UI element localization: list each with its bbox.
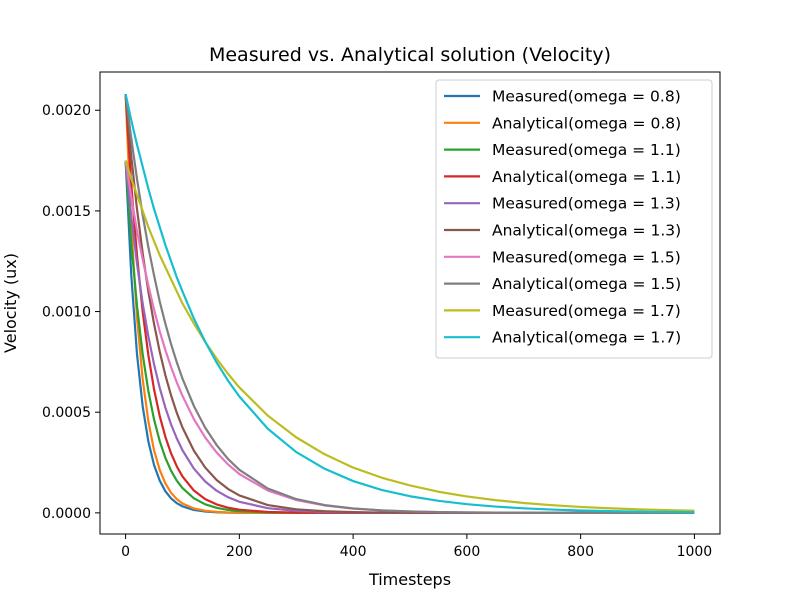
y-tick-label: 0.0005 [42,405,91,421]
legend-entry-label: Analytical(omega = 1.3) [492,222,681,240]
legend-entry-label: Analytical(omega = 0.8) [492,114,681,132]
x-axis: 0 200 400 600 800 1000 [121,534,712,560]
legend-entry-label: Measured(omega = 0.8) [492,88,681,106]
legend-entry-label: Measured(omega = 1.3) [492,195,681,213]
legend-entry-label: Measured(omega = 1.1) [492,141,681,159]
x-axis-label: Timesteps [368,570,451,589]
y-tick-label: 0.0000 [42,506,91,522]
legend-entry-label: Analytical(omega = 1.5) [492,275,681,293]
x-tick-label: 200 [226,544,253,560]
y-tick-label: 0.0015 [42,204,91,220]
series-line-8 [124,160,695,512]
plot-frame [99,71,721,535]
y-axis: 0.0000 0.0005 0.0010 0.0015 0.0020 [42,103,100,522]
series-line-9 [124,93,695,514]
x-tick-label: 800 [567,544,594,560]
y-tick-label: 0.0020 [42,103,91,119]
x-tick-label: 0 [121,544,130,560]
legend: Measured(omega = 0.8) Analytical(omega = … [435,79,713,359]
x-tick-label: 600 [454,544,481,560]
series-line-7 [124,94,695,514]
x-tick-label: 400 [340,544,367,560]
series-lines [124,93,695,514]
x-tick-label: 1000 [677,544,713,560]
y-axis-label: Velocity (ux) [1,253,20,353]
y-tick-label: 0.0010 [42,305,91,321]
legend-entry-label: Analytical(omega = 1.1) [492,168,681,186]
legend-box [435,79,713,359]
chart-title: Measured vs. Analytical solution (Veloci… [209,44,611,66]
legend-entry-label: Measured(omega = 1.7) [492,302,681,320]
legend-entry-label: Measured(omega = 1.5) [492,248,681,266]
legend-entry-label: Analytical(omega = 1.7) [492,329,681,347]
